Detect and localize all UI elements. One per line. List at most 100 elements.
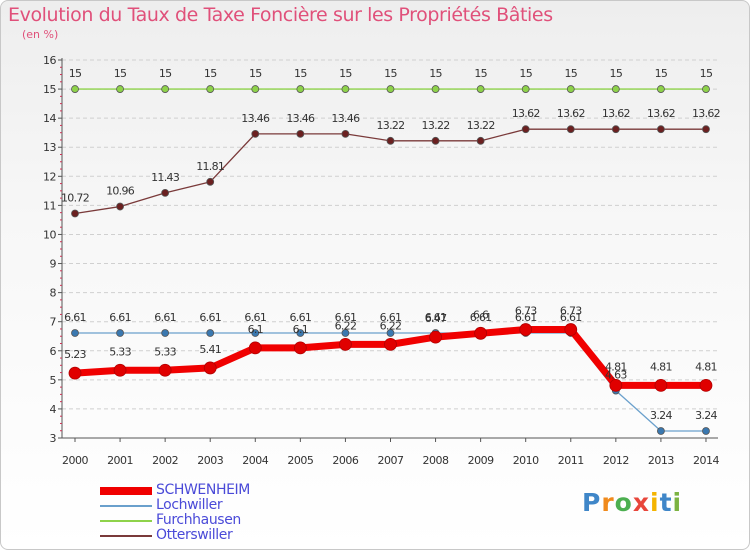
data-label-furchhausen: 15: [474, 67, 487, 80]
data-label-otterswiller: 13.62: [647, 107, 675, 120]
data-point-otterswiller: [116, 202, 124, 211]
data-label-lochwiller: 6.61: [109, 311, 131, 324]
x-tick-label: 2012: [603, 454, 629, 467]
data-point-furchhausen: [611, 85, 620, 93]
data-point-furchhausen: [116, 85, 124, 93]
data-label-lochwiller: 6.61: [244, 311, 266, 324]
data-point-furchhausen: [702, 85, 710, 93]
data-label-otterswiller: 13.46: [286, 112, 315, 125]
data-label-schwenheim: 4.81: [605, 360, 627, 373]
legend-swatch: [100, 520, 152, 522]
data-point-furchhausen: [386, 85, 395, 93]
data-point-furchhausen: [341, 85, 350, 93]
data-label-lochwiller: 6.61: [335, 311, 357, 324]
x-tick-label: 2009: [468, 454, 494, 467]
data-point-schwenheim: [248, 341, 262, 355]
data-label-schwenheim: 5.33: [109, 345, 131, 358]
x-tick-label: 2008: [423, 454, 449, 467]
x-tick-label: 2013: [648, 454, 674, 467]
data-point-schwenheim: [474, 326, 488, 340]
data-label-schwenheim: 6.22: [380, 319, 402, 332]
data-point-schwenheim: [203, 361, 217, 375]
data-label-otterswiller: 13.22: [422, 119, 450, 132]
data-point-otterswiller: [611, 125, 620, 134]
data-label-otterswiller: 10.96: [106, 185, 135, 198]
data-label-furchhausen: 15: [69, 67, 82, 80]
data-label-otterswiller: 13.62: [512, 107, 540, 120]
legend-swatch: [100, 487, 152, 495]
data-point-lochwiller: [657, 427, 665, 435]
data-point-otterswiller: [702, 125, 710, 134]
data-label-otterswiller: 13.46: [241, 112, 270, 125]
x-tick-label: 2007: [377, 454, 403, 467]
y-tick-label: 3: [50, 432, 57, 445]
data-point-otterswiller: [431, 136, 440, 145]
chart-title: Evolution du Taux de Taxe Foncière sur l…: [8, 4, 553, 26]
data-label-schwenheim: 6.47: [425, 312, 447, 325]
x-tick-label: 2014: [693, 454, 719, 467]
x-tick-label: 2005: [287, 454, 313, 467]
data-label-furchhausen: 15: [700, 67, 713, 80]
x-tick-label: 2010: [513, 454, 539, 467]
y-tick-label: 7: [50, 316, 57, 329]
data-label-lochwiller: 6.61: [425, 311, 447, 324]
logo-letter: i: [672, 488, 683, 517]
data-label-lochwiller: 6.61: [560, 311, 582, 324]
data-point-otterswiller: [206, 177, 215, 186]
logo-letter: r: [601, 488, 615, 517]
data-label-schwenheim: 5.33: [154, 345, 176, 358]
y-tick-label: 10: [43, 228, 56, 241]
x-tick-label: 2002: [152, 454, 178, 467]
data-point-schwenheim: [654, 378, 668, 392]
data-point-furchhausen: [566, 85, 575, 93]
data-point-lochwiller: [702, 427, 710, 435]
logo-letter: o: [614, 488, 633, 517]
data-label-lochwiller: 3.24: [650, 409, 672, 422]
data-point-otterswiller: [521, 125, 530, 134]
data-label-schwenheim: 6.1: [248, 323, 263, 336]
data-label-otterswiller: 13.22: [467, 119, 495, 132]
y-tick-label: 8: [50, 287, 57, 300]
data-label-furchhausen: 15: [249, 67, 262, 80]
logo-letter: t: [659, 488, 673, 517]
data-point-schwenheim: [68, 366, 82, 380]
data-point-lochwiller: [341, 329, 350, 337]
data-label-lochwiller: 6.61: [154, 311, 176, 324]
data-label-lochwiller: 6.61: [289, 311, 311, 324]
data-label-furchhausen: 15: [429, 67, 442, 80]
unit-label: (en %): [22, 28, 59, 41]
data-label-schwenheim: 4.81: [695, 360, 717, 373]
data-label-lochwiller: 6.61: [199, 311, 221, 324]
logo-letter: P: [582, 488, 602, 517]
data-point-otterswiller: [341, 129, 350, 138]
data-label-furchhausen: 15: [564, 67, 577, 80]
data-label-furchhausen: 15: [204, 67, 217, 80]
legend-swatch: [100, 535, 152, 537]
data-label-schwenheim: 6.73: [515, 305, 537, 318]
data-point-furchhausen: [71, 85, 79, 93]
y-tick-label: 14: [43, 112, 56, 125]
legend-label: Lochwiller: [156, 497, 223, 513]
x-tick-label: 2000: [62, 454, 88, 467]
data-point-lochwiller: [386, 329, 395, 337]
legend-label: SCHWENHEIM: [156, 482, 250, 498]
logo-letter: i: [650, 488, 660, 517]
data-point-furchhausen: [161, 85, 170, 93]
data-point-schwenheim: [384, 337, 397, 351]
y-tick-label: 13: [43, 141, 56, 154]
data-label-lochwiller: 6.61: [470, 311, 492, 324]
data-label-furchhausen: 15: [655, 67, 668, 80]
data-label-otterswiller: 13.22: [376, 119, 404, 132]
data-point-schwenheim: [519, 323, 533, 336]
y-tick-label: 9: [50, 258, 57, 271]
data-point-lochwiller: [206, 329, 215, 337]
data-point-lochwiller: [116, 329, 124, 337]
y-tick-label: 6: [50, 345, 57, 358]
data-point-schwenheim: [113, 363, 127, 377]
data-label-schwenheim: 4.81: [650, 360, 672, 373]
data-label-furchhausen: 15: [159, 67, 172, 80]
data-point-schwenheim: [609, 378, 623, 392]
data-label-schwenheim: 5.41: [199, 343, 221, 356]
